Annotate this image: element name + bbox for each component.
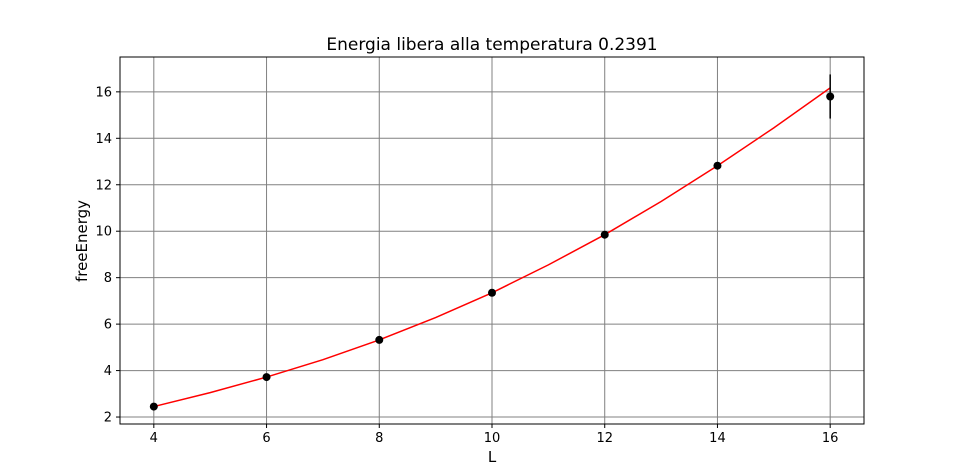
- x-axis: 4 6 8 10 12 14 16: [150, 424, 839, 446]
- x-tick-label: 12: [596, 431, 613, 446]
- data-point: [375, 335, 384, 344]
- x-tick-label: 8: [375, 431, 383, 446]
- y-tick-label: 4: [104, 364, 112, 379]
- data-point: [488, 288, 496, 297]
- y-tick-label: 8: [104, 271, 112, 286]
- x-tick-label: 14: [709, 431, 726, 446]
- x-tick-label: 16: [822, 431, 839, 446]
- data-point: [262, 373, 271, 382]
- data-point: [600, 230, 609, 239]
- x-tick-label: 6: [262, 431, 270, 446]
- y-tick-label: 16: [95, 85, 112, 100]
- x-tick-label: 10: [484, 431, 501, 446]
- grid-lines: [120, 57, 864, 424]
- y-tick-label: 10: [95, 225, 112, 240]
- y-tick-label: 12: [95, 178, 112, 193]
- y-tick-label: 14: [95, 132, 112, 147]
- points-layer: [149, 92, 835, 411]
- y-axis-label: freeEnergy: [73, 200, 91, 282]
- data-point: [826, 92, 835, 101]
- data-point: [713, 161, 722, 170]
- x-axis-label: L: [488, 448, 497, 466]
- chart-title: Energia libera alla temperatura 0.2391: [326, 35, 657, 55]
- data-point: [149, 402, 158, 411]
- y-tick-label: 6: [104, 318, 112, 333]
- y-tick-label: 2: [104, 411, 112, 426]
- y-axis: 2 4 6 8 10 12 14 16: [95, 85, 120, 426]
- x-tick-label: 4: [150, 431, 158, 446]
